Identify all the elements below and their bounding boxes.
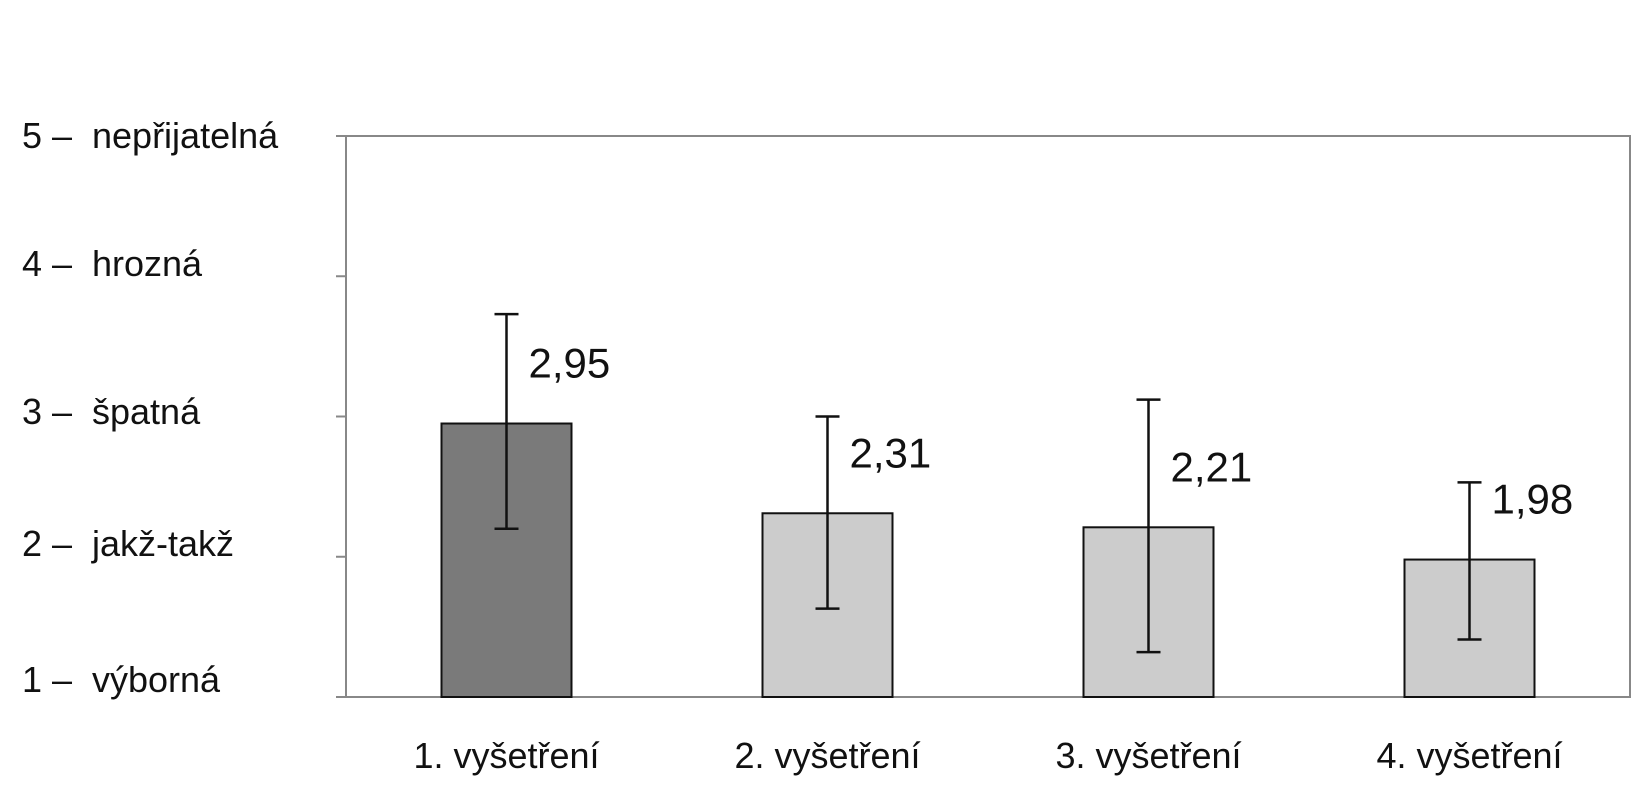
data-label: 2,31 [850,429,932,476]
y-tick-label: jakž-takž [91,523,234,564]
bars: 2,95 2,31 2,21 1,98 [440,312,1574,699]
y-tick-number: 1 – [22,659,72,700]
y-tick-number: 4 – [22,243,72,284]
data-label: 1,98 [1492,476,1574,523]
y-axis: 5 – nepřijatelná 4 – hrozná 3 – špatná 2 – jakž… [22,115,346,700]
y-tick-number: 2 – [22,523,72,564]
y-tick-label: nepřijatelná [92,115,279,156]
data-label: 2,21 [1171,443,1253,490]
data-label: 2,95 [529,340,611,387]
x-tick-label: 2. vyšetření [734,735,920,776]
y-tick-label: výborná [92,659,221,700]
y-tick-label: hrozná [92,243,203,284]
y-tick-number: 3 – [22,391,72,432]
y-tick-label: špatná [92,391,201,432]
x-axis: 1. vyšetření 2. vyšetření 3. vyšetření 4. v… [413,735,1562,776]
x-tick-label: 4. vyšetření [1376,735,1562,776]
x-tick-label: 1. vyšetření [413,735,599,776]
x-tick-label: 3. vyšetření [1055,735,1241,776]
y-tick-number: 5 – [22,115,72,156]
